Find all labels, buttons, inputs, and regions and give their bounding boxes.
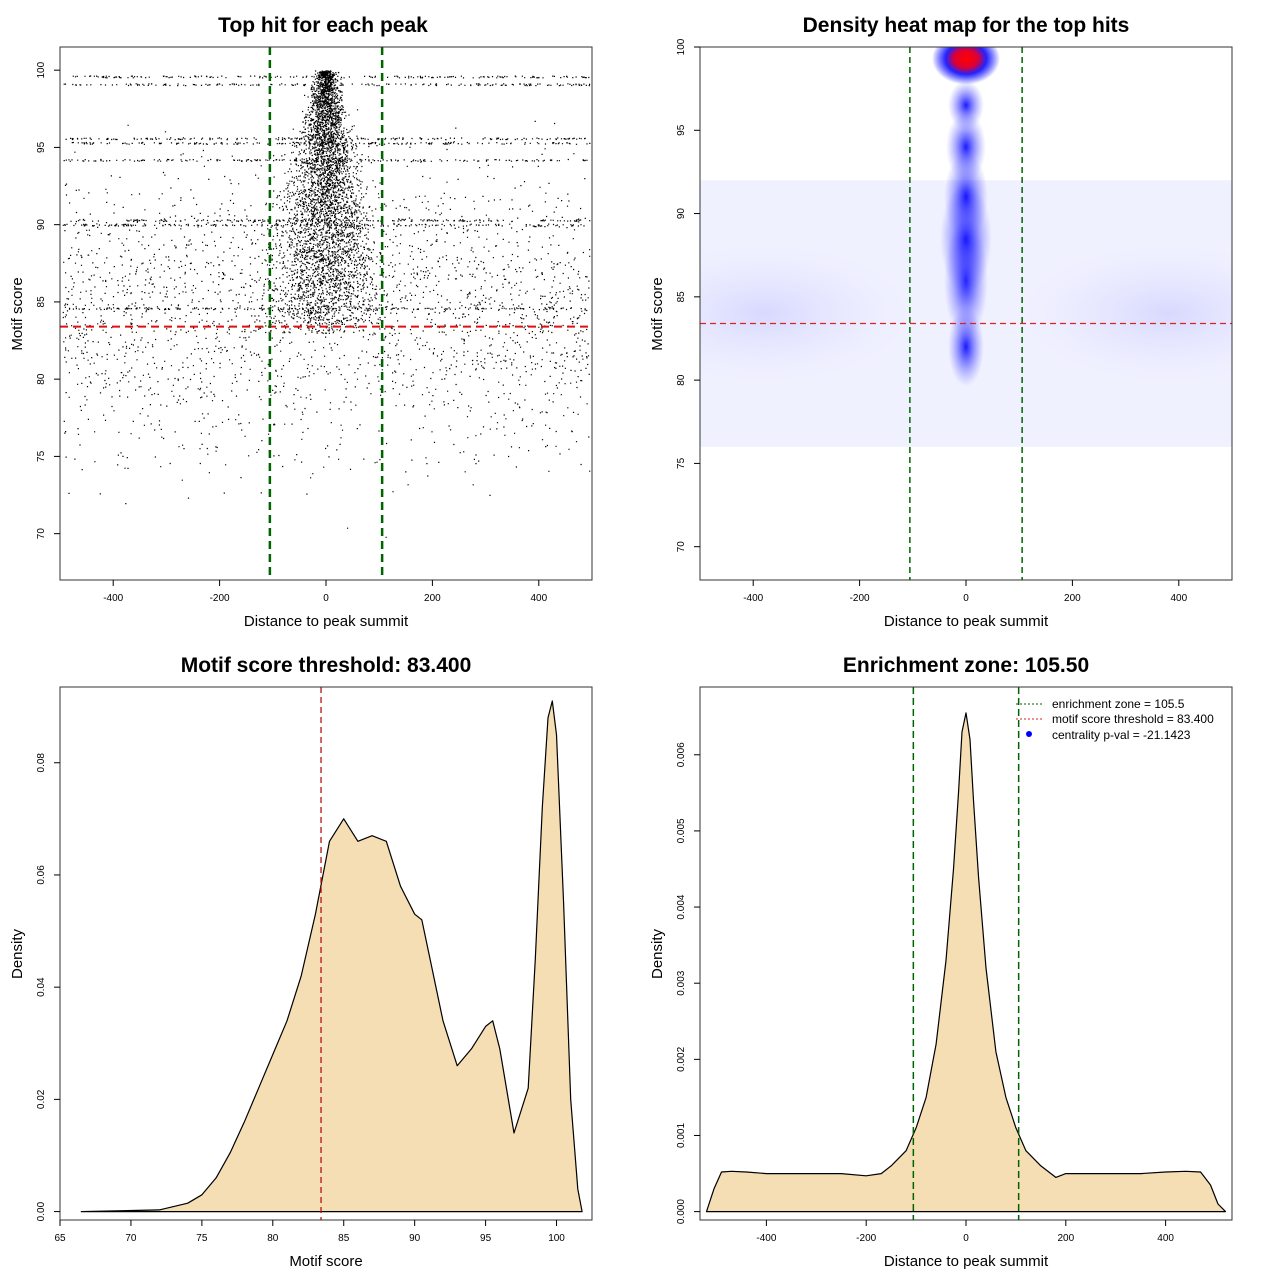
- panel3-frame: [59, 686, 593, 1221]
- panel4-xlabel: Distance to peak summit: [884, 1253, 1049, 1270]
- panel2-title: Density heat map for the top hits: [803, 14, 1130, 37]
- panel2-xtick-label: -400: [743, 593, 763, 604]
- panel-score-density: Motif score threshold: 83.400 65 70 75 80 85…: [9, 654, 593, 1270]
- panel3-xtick-label: 80: [267, 1233, 279, 1244]
- panel-heatmap: Density heat map for the top hits -400 -2…: [649, 14, 1233, 630]
- panel4-title: Enrichment zone: 105.50: [843, 654, 1089, 677]
- panel-scatter: Top hit for each peak -400 -200 0 200 400 70 7…: [9, 14, 593, 630]
- panel2-axes: -400 -200 0 200 400 70 75 80 85 90 95 100: [676, 38, 1188, 604]
- panel4-ytick-label: 0.000: [676, 1199, 687, 1224]
- panel4-axes: -400 -200 0 200 400 0.000 0.001 0.002 0.003 0.004…: [676, 742, 1174, 1244]
- panel4-xtick-label: -200: [856, 1233, 876, 1244]
- panel4-ytick-label: 0.001: [676, 1123, 687, 1148]
- panel4-xtick-label: 0: [963, 1233, 969, 1244]
- panel1-xtick-label: 400: [530, 593, 547, 604]
- panel1-ytick-label: 85: [36, 296, 47, 308]
- panel3-ytick-label: 0.02: [36, 1089, 47, 1109]
- panel3-title: Motif score threshold: 83.400: [181, 654, 472, 677]
- panel4-ytick-label: 0.002: [676, 1046, 687, 1071]
- panel4-legend: enrichment zone = 105.5 motif score thre…: [1016, 697, 1214, 742]
- density-column-blob: [948, 80, 984, 131]
- panel1-xtick-label: -200: [210, 593, 230, 604]
- panel2-ytick-label: 100: [676, 38, 687, 55]
- panel2-xtick-label: 0: [963, 593, 969, 604]
- panel1-ytick-label: 70: [36, 528, 47, 540]
- panel1-xtick-label: -400: [103, 593, 123, 604]
- panel4-xtick-label: 400: [1157, 1233, 1174, 1244]
- panel2-xlabel: Distance to peak summit: [884, 613, 1049, 630]
- panel4-ytick-label: 0.006: [676, 742, 687, 767]
- panel1-xtick-label: 200: [424, 593, 441, 604]
- density-hotspot: [932, 47, 1000, 85]
- panel4-ytick-label: 0.003: [676, 970, 687, 995]
- panel2-ylabel: Motif score: [649, 277, 666, 350]
- panel2-ytick-label: 70: [676, 541, 687, 553]
- panel4-xtick-label: 200: [1057, 1233, 1074, 1244]
- panel1-xlabel: Distance to peak summit: [244, 613, 409, 630]
- panel1-xtick-label: 0: [323, 593, 329, 604]
- panel1-ytick-label: 100: [36, 61, 47, 78]
- density-area: [80, 700, 583, 1213]
- scatter-points: [62, 70, 591, 538]
- panel1-ytick-label: 75: [36, 450, 47, 462]
- panel3-xlabel: Motif score: [289, 1253, 362, 1270]
- panel3-xtick-label: 95: [480, 1233, 492, 1244]
- legend-threshold-label: motif score threshold = 83.400: [1052, 712, 1214, 726]
- density-side-left: [700, 243, 914, 384]
- panel4-ylabel: Density: [649, 928, 666, 979]
- panel2-ytick-label: 95: [676, 124, 687, 136]
- panel2-ytick-label: 75: [676, 457, 687, 469]
- panel2-ytick-label: 80: [676, 374, 687, 386]
- panel1-ytick-label: 95: [36, 141, 47, 153]
- legend-pval-dot: [1026, 731, 1032, 737]
- panel2-xtick-label: 400: [1170, 593, 1187, 604]
- panel1-ylabel: Motif score: [9, 277, 26, 350]
- panel3-xtick-label: 100: [548, 1233, 565, 1244]
- panel1-ytick-label: 80: [36, 373, 47, 385]
- legend-pval-label: centrality p-val = -21.1423: [1052, 728, 1191, 742]
- panel4-plot-area: [705, 687, 1227, 1220]
- panel1-plot-area: [60, 47, 592, 580]
- panel4-xtick-label: -400: [756, 1233, 776, 1244]
- panel3-xtick-label: 90: [409, 1233, 421, 1244]
- panel3-xtick-label: 70: [125, 1233, 137, 1244]
- panel4-ytick-label: 0.004: [676, 894, 687, 919]
- legend-enrichment-label: enrichment zone = 105.5: [1052, 697, 1185, 711]
- panel3-xtick-label: 65: [54, 1233, 66, 1244]
- panel3-ytick-label: 0.00: [36, 1201, 47, 1221]
- panel2-xtick-label: 200: [1064, 593, 1081, 604]
- density-column-blob: [946, 111, 986, 182]
- panel4-ytick-label: 0.005: [676, 818, 687, 843]
- panel3-ytick-label: 0.06: [36, 865, 47, 885]
- panel3-ytick-label: 0.08: [36, 753, 47, 773]
- panel3-axes: 65 70 75 80 85 90 95 100 0.00 0.02 0.04 0.06 0.08: [36, 753, 565, 1244]
- panel2-plot-area: [700, 47, 1232, 580]
- density-area: [705, 712, 1227, 1213]
- panel-distance-density: Enrichment zone: 105.50 -400 -200 0 200 400 0…: [649, 654, 1233, 1270]
- panel3-xtick-label: 85: [338, 1233, 350, 1244]
- panel1-title: Top hit for each peak: [218, 14, 428, 37]
- panel1-axes: -400 -200 0 200 400 70 75 80 85 90 95 100: [36, 61, 548, 604]
- panel3-ylabel: Density: [9, 928, 26, 979]
- panel2-ytick-label: 85: [676, 291, 687, 303]
- panel2-xtick-label: -200: [850, 593, 870, 604]
- panel3-ytick-label: 0.04: [36, 977, 47, 997]
- panel3-plot-area: [80, 687, 583, 1220]
- density-side-right: [1018, 243, 1232, 384]
- panel3-xtick-label: 75: [196, 1233, 208, 1244]
- panel1-ytick-label: 90: [36, 219, 47, 231]
- panel2-ytick-label: 90: [676, 208, 687, 220]
